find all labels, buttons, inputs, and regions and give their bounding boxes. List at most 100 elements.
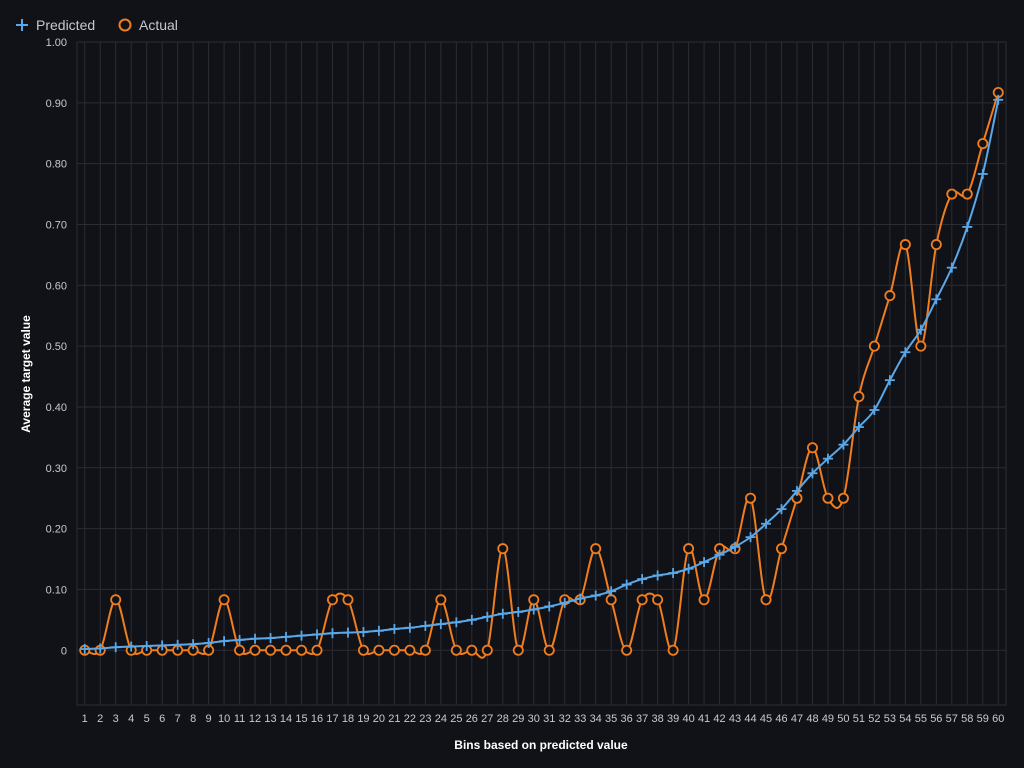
x-tick-label: 60 <box>992 713 1004 725</box>
y-tick-label: 0.40 <box>46 402 67 414</box>
x-tick-label: 59 <box>977 713 989 725</box>
point-actual <box>265 644 277 656</box>
x-axis-ticks: 1 2 3 4 5 6 7 8 9 10 11 12 13 14 15 16 17 18 19 20 21 22 23 24 2… <box>82 713 1005 725</box>
circle-marker-icon <box>118 18 132 32</box>
point-predicted <box>993 94 1004 105</box>
x-tick-label: 3 <box>113 713 119 725</box>
x-tick-label: 23 <box>419 713 431 725</box>
legend-item-actual[interactable]: Actual <box>118 17 178 33</box>
x-tick-label: 45 <box>760 713 772 725</box>
point-predicted <box>606 586 617 597</box>
point-predicted <box>435 619 446 630</box>
x-tick-label: 28 <box>497 713 509 725</box>
x-tick-label: 29 <box>512 713 524 725</box>
point-actual <box>946 188 958 200</box>
point-actual <box>404 644 416 656</box>
y-tick-label: 0.50 <box>46 341 67 353</box>
y-axis-ticks: 0 0.10 0.20 0.30 0.40 0.50 0.60 0.70 0.80 0.90 1.0… <box>46 37 67 657</box>
legend-item-predicted[interactable]: Predicted <box>16 17 95 33</box>
point-actual <box>326 594 338 606</box>
point-actual <box>512 644 524 656</box>
x-tick-label: 51 <box>853 713 865 725</box>
point-actual <box>357 644 369 656</box>
point-predicted <box>853 422 864 433</box>
x-axis-title: Bins based on predicted value <box>454 738 628 752</box>
point-actual <box>652 594 664 606</box>
point-actual <box>296 644 308 656</box>
point-predicted <box>234 634 245 645</box>
x-tick-label: 47 <box>791 713 803 725</box>
x-tick-label: 26 <box>466 713 478 725</box>
point-predicted <box>451 617 462 628</box>
point-actual <box>280 644 292 656</box>
point-actual <box>667 644 679 656</box>
point-predicted <box>977 168 988 179</box>
point-predicted <box>126 641 137 652</box>
point-predicted <box>265 633 276 644</box>
x-tick-label: 22 <box>404 713 416 725</box>
x-tick-label: 5 <box>144 713 150 725</box>
point-predicted <box>869 404 880 415</box>
x-tick-label: 55 <box>915 713 927 725</box>
legend[interactable]: Predicted Actual <box>16 17 178 33</box>
point-predicted <box>219 636 230 647</box>
x-tick-label: 43 <box>729 713 741 725</box>
x-tick-label: 40 <box>682 713 694 725</box>
point-predicted <box>900 347 911 358</box>
y-tick-label: 0 <box>61 645 67 657</box>
point-predicted <box>559 597 570 608</box>
point-predicted <box>931 294 942 305</box>
x-tick-label: 31 <box>543 713 555 725</box>
point-actual <box>311 644 323 656</box>
point-predicted <box>683 563 694 574</box>
point-predicted <box>791 485 802 496</box>
point-predicted <box>157 640 168 651</box>
x-tick-label: 58 <box>961 713 973 725</box>
x-tick-label: 9 <box>206 713 212 725</box>
point-actual <box>435 594 447 606</box>
x-tick-label: 24 <box>435 713 447 725</box>
x-tick-label: 12 <box>249 713 261 725</box>
x-tick-label: 48 <box>806 713 818 725</box>
x-tick-label: 7 <box>175 713 181 725</box>
point-actual <box>915 340 927 352</box>
point-predicted <box>528 604 539 615</box>
point-predicted <box>79 644 90 655</box>
point-predicted <box>296 630 307 641</box>
point-predicted <box>699 557 710 568</box>
point-predicted <box>822 453 833 464</box>
point-actual <box>466 644 478 656</box>
point-actual <box>234 644 246 656</box>
x-tick-label: 30 <box>528 713 540 725</box>
point-actual <box>930 239 942 251</box>
point-actual <box>342 594 354 606</box>
point-predicted <box>327 628 338 639</box>
y-tick-label: 1.00 <box>46 37 67 49</box>
legend-label-actual: Actual <box>139 17 178 33</box>
x-tick-label: 11 <box>234 713 245 725</box>
point-actual <box>822 492 834 504</box>
point-predicted <box>141 640 152 651</box>
x-tick-label: 27 <box>481 713 493 725</box>
x-tick-label: 25 <box>450 713 462 725</box>
point-actual <box>698 594 710 606</box>
x-tick-label: 39 <box>667 713 679 725</box>
point-actual <box>590 543 602 555</box>
x-tick-label: 34 <box>590 713 602 725</box>
point-predicted <box>389 623 400 634</box>
point-predicted <box>884 375 895 386</box>
point-actual <box>528 594 540 606</box>
x-tick-label: 16 <box>311 713 323 725</box>
x-tick-label: 49 <box>822 713 834 725</box>
point-predicted <box>172 639 183 650</box>
x-tick-label: 33 <box>574 713 586 725</box>
point-actual <box>977 138 989 150</box>
point-predicted <box>358 627 369 638</box>
point-predicted <box>838 439 849 450</box>
point-predicted <box>590 590 601 601</box>
y-tick-label: 0.30 <box>46 463 67 475</box>
point-predicted <box>915 324 926 335</box>
x-tick-label: 4 <box>128 713 134 725</box>
point-predicted <box>761 518 772 529</box>
